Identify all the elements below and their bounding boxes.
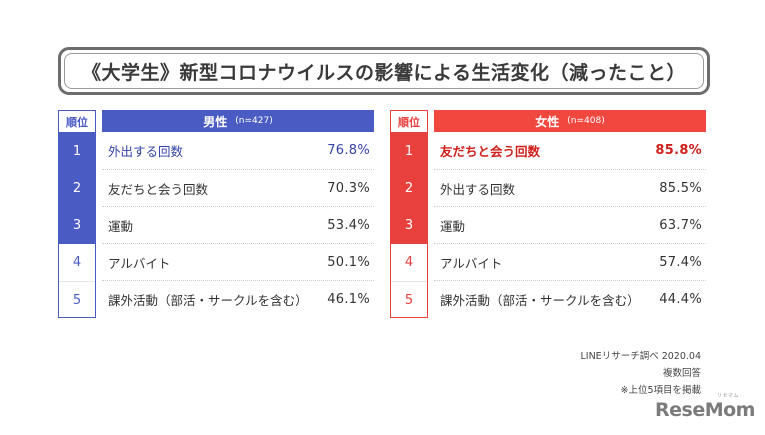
row-label: 外出する回数 [440,181,516,197]
title-box: 《大学生》新型コロナウイルスの影響による生活変化（減ったこと） [58,47,710,95]
rank-cell: 1 [391,133,427,170]
row-value: 53.4% [327,217,370,233]
table-row: 友だちと会う回数 70.3% [102,169,374,206]
rank-column: 順位 1 2 3 4 5 [58,110,96,318]
row-label: 友だちと会う回数 [440,144,541,159]
rank-header: 順位 [59,111,95,133]
row-value: 76.8% [327,143,370,158]
rank-cell: 2 [59,170,95,207]
table-row: アルバイト 50.1% [102,243,374,280]
row-value: 63.7% [659,217,702,233]
top5-note: ※上位5項目を掲載 [620,385,701,396]
group-name: 女性 [535,114,560,129]
group-header: 女性 (n=408) [434,110,706,132]
rank-cell: 5 [59,281,95,318]
logo-ruby: リセマム [717,393,740,399]
row-value: 44.4% [659,291,702,307]
title-box-inner-border [64,53,704,89]
row-value: 70.3% [327,180,370,196]
row-label: 課外活動（部活・サークルを含む） [440,292,640,308]
table-row: 課外活動（部活・サークルを含む） 46.1% [102,280,374,317]
rank-cell: 4 [404,255,414,270]
rank-header: 順位 [391,111,427,133]
row-value: 50.1% [327,254,370,270]
source-notes: LINEリサーチ調べ 2020.04 複数回答 ※上位5項目を掲載 [580,348,701,399]
table-row: 課外活動（部活・サークルを含む） 44.4% [434,280,706,317]
row-value: 46.1% [327,291,370,307]
row-label: 課外活動（部活・サークルを含む） [108,292,308,308]
row-label: 友だちと会う回数 [108,181,209,197]
table-row: 外出する回数 76.8% [102,132,374,169]
rank-cell: 1 [59,133,95,170]
group-name: 男性 [203,114,228,129]
table-row: 運動 53.4% [102,206,374,243]
row-value: 57.4% [659,254,702,270]
rank-column: 順位 1 2 3 4 5 [390,110,428,318]
row-value: 85.8% [655,143,702,158]
chart-title: 《大学生》新型コロナウイルスの影響による生活変化（減ったこと） [82,61,686,84]
rank-cell: 3 [391,207,427,244]
group-sample-size: (n=408) [567,116,605,126]
table-row: 運動 63.7% [434,206,706,243]
rank-cell: 3 [59,207,95,244]
rank-cell: 5 [391,281,427,318]
resemom-logo: ReseMom [655,399,755,421]
ranking-list: 女性 (n=408) 友だちと会う回数 85.8% 外出する回数 85.5% 運… [434,110,706,317]
group-header: 男性 (n=427) [102,110,374,132]
table-row: 友だちと会う回数 85.8% [434,132,706,169]
row-value: 85.5% [659,180,702,196]
source-note: LINEリサーチ調べ 2020.04 [580,351,701,362]
row-label: アルバイト [440,255,503,271]
ranking-list: 男性 (n=427) 外出する回数 76.8% 友だちと会う回数 70.3% 運… [102,110,374,317]
rank-cell: 4 [72,255,82,270]
row-label: アルバイト [108,255,171,271]
row-label: 外出する回数 [108,144,184,159]
table-row: 外出する回数 85.5% [434,169,706,206]
answer-type-note: 複数回答 [662,368,701,379]
table-row: アルバイト 57.4% [434,243,706,280]
row-label: 運動 [108,218,134,234]
row-label: 運動 [440,218,466,234]
group-sample-size: (n=427) [235,116,273,126]
rank-cell: 2 [391,170,427,207]
